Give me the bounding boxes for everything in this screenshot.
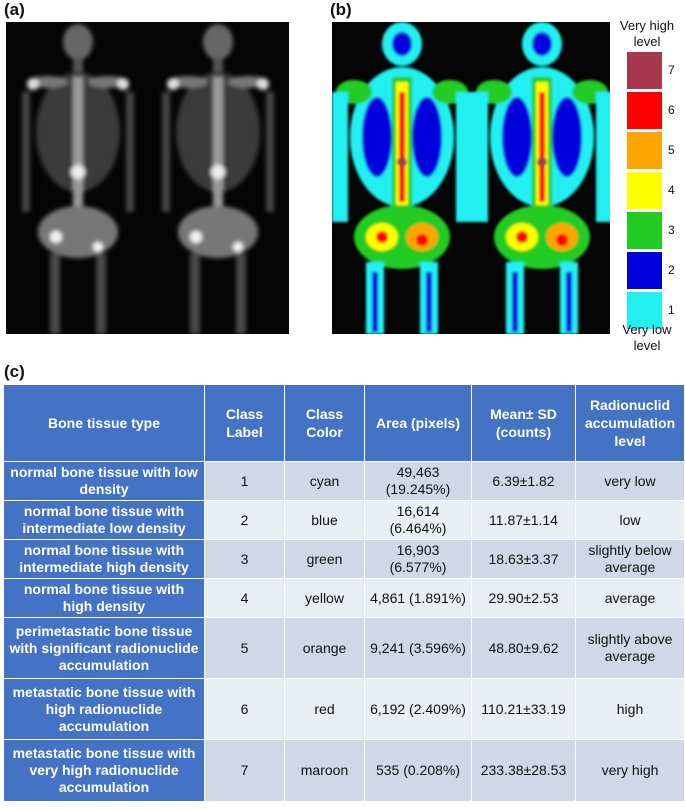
cell-mean-sd: 48.80±9.62 — [471, 617, 576, 679]
legend-level-label: 3 — [668, 223, 675, 237]
cell-accumulation-level: very low — [575, 461, 685, 501]
cell-mean-sd: 233.38±28.53 — [471, 739, 576, 802]
header-mean-sd: Mean± SD (counts) — [471, 384, 576, 462]
cell-area: 9,241 (3.596%) — [364, 617, 472, 679]
cell-class-color: orange — [284, 617, 365, 679]
cell-accumulation-level: very high — [575, 739, 685, 802]
legend-level-label: 2 — [668, 263, 675, 277]
cell-class-color: maroon — [284, 739, 365, 802]
legend-level-label: 7 — [668, 63, 675, 77]
cell-bone-tissue-type: perimetastatic bone tissue with signific… — [3, 617, 205, 679]
cell-bone-tissue-type: normal bone tissue with intermediate hig… — [3, 539, 205, 579]
header-class-color: Class Color — [284, 384, 365, 462]
cell-accumulation-level: slightly below average — [575, 539, 685, 579]
panel-label-b: (b) — [330, 0, 352, 19]
table-row: normal bone tissue with intermediate hig… — [3, 539, 685, 579]
cell-class-color: cyan — [284, 461, 365, 501]
cell-area: 49,463 (19.245%) — [364, 461, 472, 501]
cell-area: 6,192 (2.409%) — [364, 678, 472, 740]
legend-swatch-2 — [627, 252, 662, 289]
panel-label-c: (c) — [4, 362, 25, 381]
legend-swatch-7 — [627, 52, 662, 89]
cell-class-label: 4 — [204, 578, 285, 618]
legend-level-label: 6 — [668, 103, 675, 117]
grayscale-bone-scan-image — [6, 22, 289, 334]
cell-class-label: 2 — [204, 500, 285, 540]
cell-class-label: 1 — [204, 461, 285, 501]
cell-area: 4,861 (1.891%) — [364, 578, 472, 618]
legend-top-caption: Very high level — [619, 18, 675, 49]
table-row: metastatic bone tissue with high radionu… — [3, 678, 685, 740]
header-class-label: Class Label — [204, 384, 285, 462]
cell-bone-tissue-type: normal bone tissue with high density — [3, 578, 205, 618]
cell-mean-sd: 6.39±1.82 — [471, 461, 576, 501]
legend-swatch-3 — [627, 212, 662, 249]
cell-bone-tissue-type: metastatic bone tissue with high radionu… — [3, 678, 205, 740]
table-row: normal bone tissue with high density 4 yel… — [3, 578, 685, 618]
legend-level-label: 5 — [668, 143, 675, 157]
accumulation-level-legend: Very high level 7 6 5 4 3 2 1 Very low level — [612, 16, 682, 356]
cell-class-label: 3 — [204, 539, 285, 579]
cell-mean-sd: 18.63±3.37 — [471, 539, 576, 579]
cell-area: 16,614 (6.464%) — [364, 500, 472, 540]
table-header-row: Bone tissue type Class Label Class Color… — [3, 384, 685, 462]
cell-accumulation-level: high — [575, 678, 685, 740]
header-bone-tissue-type: Bone tissue type — [3, 384, 205, 462]
cell-class-label: 5 — [204, 617, 285, 679]
table-row: normal bone tissue with intermediate low… — [3, 500, 685, 540]
legend-swatch-6 — [627, 92, 662, 129]
cell-class-color: red — [284, 678, 365, 740]
table-row: metastatic bone tissue with very high ra… — [3, 739, 685, 802]
legend-level-label: 4 — [668, 183, 675, 197]
header-area: Area (pixels) — [364, 384, 472, 462]
cell-bone-tissue-type: normal bone tissue with low density — [3, 461, 205, 501]
cell-class-color: green — [284, 539, 365, 579]
bone-tissue-class-table: Bone tissue type Class Label Class Color… — [3, 384, 685, 802]
legend-swatch-1 — [627, 292, 662, 329]
cell-accumulation-level: slightly above average — [575, 617, 685, 679]
cell-class-color: yellow — [284, 578, 365, 618]
cell-mean-sd: 29.90±2.53 — [471, 578, 576, 618]
cell-area: 535 (0.208%) — [364, 739, 472, 802]
legend-level-label: 1 — [668, 303, 675, 317]
table-row: perimetastatic bone tissue with signific… — [3, 617, 685, 679]
cell-class-color: blue — [284, 500, 365, 540]
table-row: normal bone tissue with low density 1 cyan… — [3, 461, 685, 501]
cell-bone-tissue-type: metastatic bone tissue with very high ra… — [3, 739, 205, 802]
cell-bone-tissue-type: normal bone tissue with intermediate low… — [3, 500, 205, 540]
legend-swatch-5 — [627, 132, 662, 169]
cell-area: 16,903 (6.577%) — [364, 539, 472, 579]
cell-mean-sd: 110.21±33.19 — [471, 678, 576, 740]
panel-label-a: (a) — [4, 0, 25, 19]
color-coded-bone-scan-image — [332, 22, 610, 334]
legend-bottom-caption: Very low level — [622, 322, 672, 353]
cell-class-label: 6 — [204, 678, 285, 740]
cell-accumulation-level: low — [575, 500, 685, 540]
cell-class-label: 7 — [204, 739, 285, 802]
legend-swatch-4 — [627, 172, 662, 209]
cell-accumulation-level: average — [575, 578, 685, 618]
cell-mean-sd: 11.87±1.14 — [471, 500, 576, 540]
header-accumulation-level: Radionuclid accumulation level — [575, 384, 685, 462]
